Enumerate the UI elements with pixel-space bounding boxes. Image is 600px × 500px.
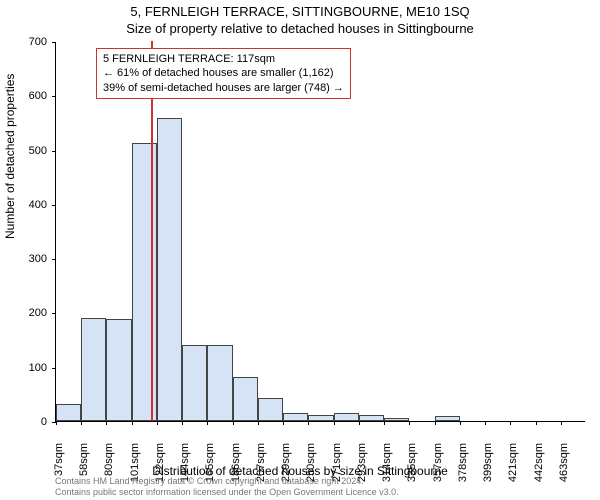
x-tick bbox=[510, 421, 511, 425]
y-tick-label: 0 bbox=[17, 416, 47, 428]
y-tick bbox=[52, 96, 56, 97]
x-tick bbox=[258, 421, 259, 425]
y-tick-label: 100 bbox=[17, 362, 47, 374]
y-tick bbox=[52, 313, 56, 314]
x-tick bbox=[283, 421, 284, 425]
histogram-bar bbox=[182, 345, 207, 421]
footer-attribution: Contains HM Land Registry data © Crown c… bbox=[55, 476, 399, 498]
x-tick bbox=[460, 421, 461, 425]
x-tick bbox=[409, 421, 410, 425]
y-tick bbox=[52, 368, 56, 369]
histogram-bar bbox=[233, 377, 258, 422]
x-tick bbox=[308, 421, 309, 425]
histogram-bar bbox=[56, 404, 81, 421]
x-tick bbox=[561, 421, 562, 425]
x-tick bbox=[106, 421, 107, 425]
x-tick bbox=[334, 421, 335, 425]
x-tick bbox=[384, 421, 385, 425]
footer-line2: Contains public sector information licen… bbox=[55, 487, 399, 498]
x-tick bbox=[359, 421, 360, 425]
histogram-bar bbox=[81, 318, 106, 421]
chart-title-description: Size of property relative to detached ho… bbox=[0, 21, 600, 36]
chart-container: 5, FERNLEIGH TERRACE, SITTINGBOURNE, ME1… bbox=[0, 0, 600, 500]
x-tick bbox=[182, 421, 183, 425]
y-tick-label: 700 bbox=[17, 36, 47, 48]
plot-area: 010020030040050060070037sqm58sqm80sqm101… bbox=[55, 42, 585, 422]
y-tick bbox=[52, 151, 56, 152]
y-tick bbox=[52, 205, 56, 206]
y-tick bbox=[52, 259, 56, 260]
x-tick bbox=[435, 421, 436, 425]
histogram-bar bbox=[334, 413, 359, 421]
annotation-line1: 5 FERNLEIGH TERRACE: 117sqm bbox=[103, 52, 344, 66]
y-tick bbox=[52, 42, 56, 43]
x-tick bbox=[157, 421, 158, 425]
x-tick bbox=[233, 421, 234, 425]
x-tick bbox=[207, 421, 208, 425]
footer-line1: Contains HM Land Registry data © Crown c… bbox=[55, 476, 399, 487]
y-tick-label: 600 bbox=[17, 90, 47, 102]
y-tick-label: 400 bbox=[17, 199, 47, 211]
chart-title-address: 5, FERNLEIGH TERRACE, SITTINGBOURNE, ME1… bbox=[0, 4, 600, 19]
y-axis-title: Number of detached properties bbox=[3, 74, 17, 239]
x-tick bbox=[132, 421, 133, 425]
annotation-line2: ← 61% of detached houses are smaller (1,… bbox=[103, 66, 344, 80]
histogram-bar bbox=[384, 418, 409, 421]
y-tick-label: 200 bbox=[17, 307, 47, 319]
histogram-bar bbox=[132, 143, 157, 421]
x-tick bbox=[485, 421, 486, 425]
annotation-line3: 39% of semi-detached houses are larger (… bbox=[103, 81, 344, 95]
x-tick bbox=[536, 421, 537, 425]
histogram-bar bbox=[106, 319, 131, 421]
histogram-bar bbox=[258, 398, 283, 421]
x-tick bbox=[56, 421, 57, 425]
x-tick bbox=[81, 421, 82, 425]
histogram-bar bbox=[283, 413, 308, 421]
y-tick-label: 300 bbox=[17, 253, 47, 265]
histogram-bar bbox=[308, 415, 333, 422]
histogram-bar bbox=[207, 345, 232, 421]
y-tick-label: 500 bbox=[17, 145, 47, 157]
histogram-bar bbox=[359, 415, 384, 422]
histogram-bar bbox=[157, 118, 182, 421]
histogram-bar bbox=[435, 416, 460, 421]
annotation-box: 5 FERNLEIGH TERRACE: 117sqm← 61% of deta… bbox=[96, 48, 351, 99]
